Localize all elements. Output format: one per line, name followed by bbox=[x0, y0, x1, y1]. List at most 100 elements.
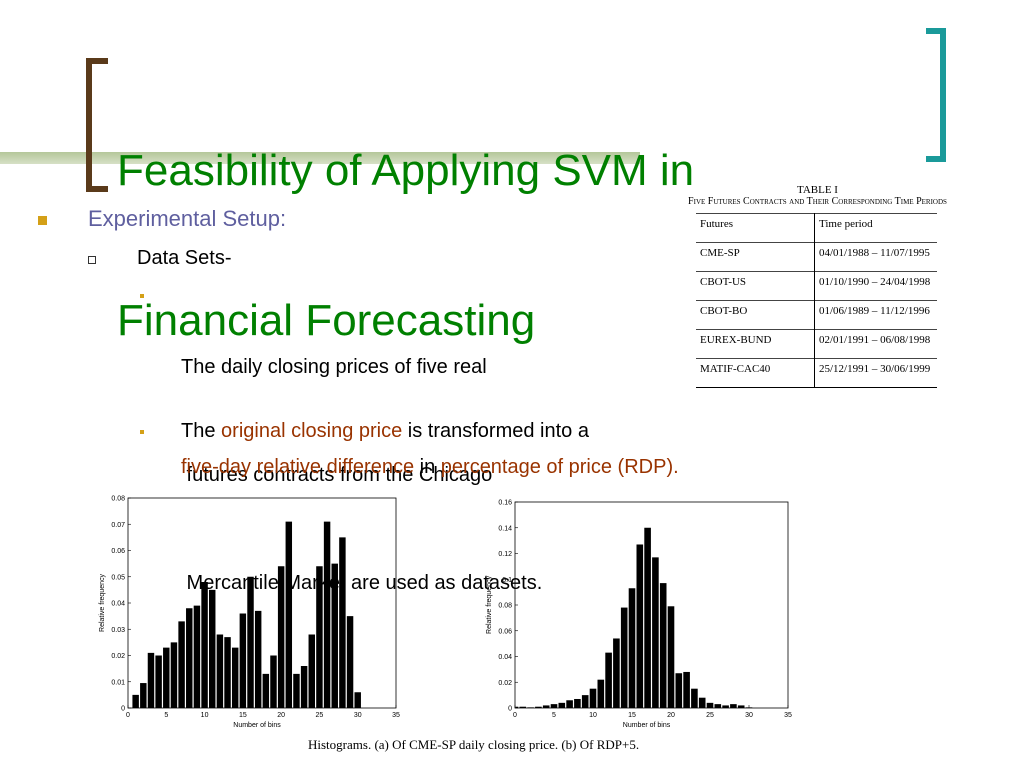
y-tick-label: 0.12 bbox=[498, 551, 512, 558]
bar bbox=[262, 673, 270, 708]
table-row: MATIF-CAC40 25/12/1991 – 30/06/1999 bbox=[696, 358, 937, 388]
title-line: Feasibility of Applying SVM in bbox=[117, 146, 695, 195]
bar bbox=[170, 642, 178, 708]
bar bbox=[193, 605, 201, 708]
bar bbox=[293, 673, 300, 708]
bar bbox=[683, 671, 690, 708]
y-tick-label: 0.06 bbox=[498, 628, 512, 635]
title-line: Financial Forecasting bbox=[117, 296, 536, 345]
table-cell: 04/01/1988 – 11/07/1995 bbox=[814, 242, 937, 272]
y-tick-label: 0.04 bbox=[498, 654, 512, 661]
bar bbox=[270, 655, 277, 708]
bar bbox=[354, 692, 361, 708]
bullet-text: Experimental Setup: bbox=[88, 206, 287, 231]
bar bbox=[247, 576, 254, 708]
bar bbox=[519, 706, 527, 708]
bar bbox=[147, 652, 155, 708]
text-run: original closing price bbox=[221, 420, 403, 442]
bullet-marker bbox=[38, 216, 47, 225]
bar bbox=[216, 634, 224, 708]
bar bbox=[323, 521, 331, 708]
x-tick-label: 15 bbox=[628, 712, 636, 719]
bar bbox=[644, 527, 651, 708]
y-tick-label: 0.16 bbox=[498, 500, 512, 507]
bullet-marker bbox=[140, 430, 144, 434]
bar bbox=[566, 700, 573, 708]
table-cell: CBOT-BO bbox=[696, 300, 815, 330]
x-tick-label: 10 bbox=[201, 712, 209, 719]
bar bbox=[239, 613, 247, 708]
table-cell: 02/01/1991 – 06/08/1998 bbox=[814, 329, 937, 359]
bar bbox=[581, 695, 589, 708]
bar bbox=[737, 705, 745, 708]
x-axis-label: Number of bins bbox=[233, 722, 281, 729]
bar bbox=[186, 608, 193, 708]
column-header: Futures bbox=[696, 213, 815, 243]
bar bbox=[613, 638, 620, 708]
table-row: EUREX-BUND 02/01/1991 – 06/08/1998 bbox=[696, 329, 937, 359]
y-tick-label: 0.08 bbox=[498, 603, 512, 610]
bullet-item: The original closing price is transforme… bbox=[181, 413, 679, 485]
slide-title: Feasibility of Applying SVM in Financial… bbox=[117, 46, 694, 396]
x-tick-label: 5 bbox=[552, 712, 556, 719]
bar bbox=[722, 705, 729, 708]
title-band bbox=[0, 152, 640, 164]
bar bbox=[515, 706, 519, 708]
line: five-day relative difference in percenta… bbox=[181, 449, 679, 485]
bar bbox=[652, 557, 659, 708]
y-tick-label: 0.02 bbox=[111, 653, 125, 660]
bar bbox=[163, 647, 170, 708]
bar bbox=[558, 702, 566, 708]
y-tick-label: 0 bbox=[121, 706, 125, 713]
table-label: TABLE I bbox=[797, 184, 838, 196]
text-run: in bbox=[414, 456, 441, 478]
table-cell: 25/12/1991 – 30/06/1999 bbox=[814, 358, 937, 388]
bar bbox=[285, 521, 293, 708]
x-tick-label: 35 bbox=[784, 712, 792, 719]
table-cell: CBOT-US bbox=[696, 271, 815, 301]
bar bbox=[667, 606, 675, 708]
x-tick-label: 0 bbox=[513, 712, 517, 719]
table-cell: CME-SP bbox=[696, 242, 815, 272]
x-tick-label: 20 bbox=[667, 712, 675, 719]
table-cell: 01/06/1989 – 11/12/1996 bbox=[814, 300, 937, 330]
bar bbox=[589, 688, 597, 708]
line: The original closing price is transforme… bbox=[181, 413, 679, 449]
text-run: The bbox=[181, 420, 222, 442]
bar bbox=[316, 566, 323, 708]
x-axis-label: Number of bins bbox=[623, 722, 671, 729]
text-run: percentage of price (RDP). bbox=[440, 456, 679, 478]
y-tick-label: 0.1 bbox=[502, 577, 512, 584]
x-tick-label: 0 bbox=[126, 712, 130, 719]
y-tick-label: 0.06 bbox=[111, 548, 125, 555]
bar bbox=[140, 683, 147, 708]
bar bbox=[675, 673, 683, 708]
bullet-item: The daily closing prices of five real fu… bbox=[181, 277, 542, 637]
bar bbox=[714, 704, 722, 708]
bar bbox=[224, 637, 231, 708]
bar bbox=[574, 698, 581, 708]
bar bbox=[209, 589, 216, 708]
line: futures contracts from the Chicago bbox=[181, 464, 493, 486]
table-caption: Five Futures Contracts and Their Corresp… bbox=[688, 196, 947, 207]
y-tick-label: 0.01 bbox=[111, 679, 125, 686]
x-tick-label: 30 bbox=[745, 712, 753, 719]
y-tick-label: 0.14 bbox=[498, 525, 512, 532]
bar bbox=[178, 621, 185, 708]
left-bracket bbox=[86, 58, 108, 192]
bar bbox=[691, 688, 698, 708]
histogram-b: 0 5 10 15 20 25 30 35 0 0.02 0.04 0.06 0.08 0.1 0.12 0.… bbox=[486, 500, 792, 730]
table-header-row: Futures Time period bbox=[696, 213, 937, 243]
bullet-text: Data Sets- bbox=[137, 247, 232, 269]
x-tick-label: 35 bbox=[392, 712, 400, 719]
x-tick-label: 25 bbox=[316, 712, 324, 719]
y-tick-label: 0.02 bbox=[498, 680, 512, 687]
x-tick-label: 30 bbox=[354, 712, 362, 719]
line: The daily closing prices of five real bbox=[181, 356, 487, 378]
table-figure: TABLE I Five Futures Contracts and Their… bbox=[660, 184, 975, 388]
x-tick-label: 25 bbox=[706, 712, 714, 719]
bar bbox=[542, 705, 550, 708]
bar bbox=[231, 647, 239, 708]
y-tick-label: 0.03 bbox=[111, 627, 125, 634]
